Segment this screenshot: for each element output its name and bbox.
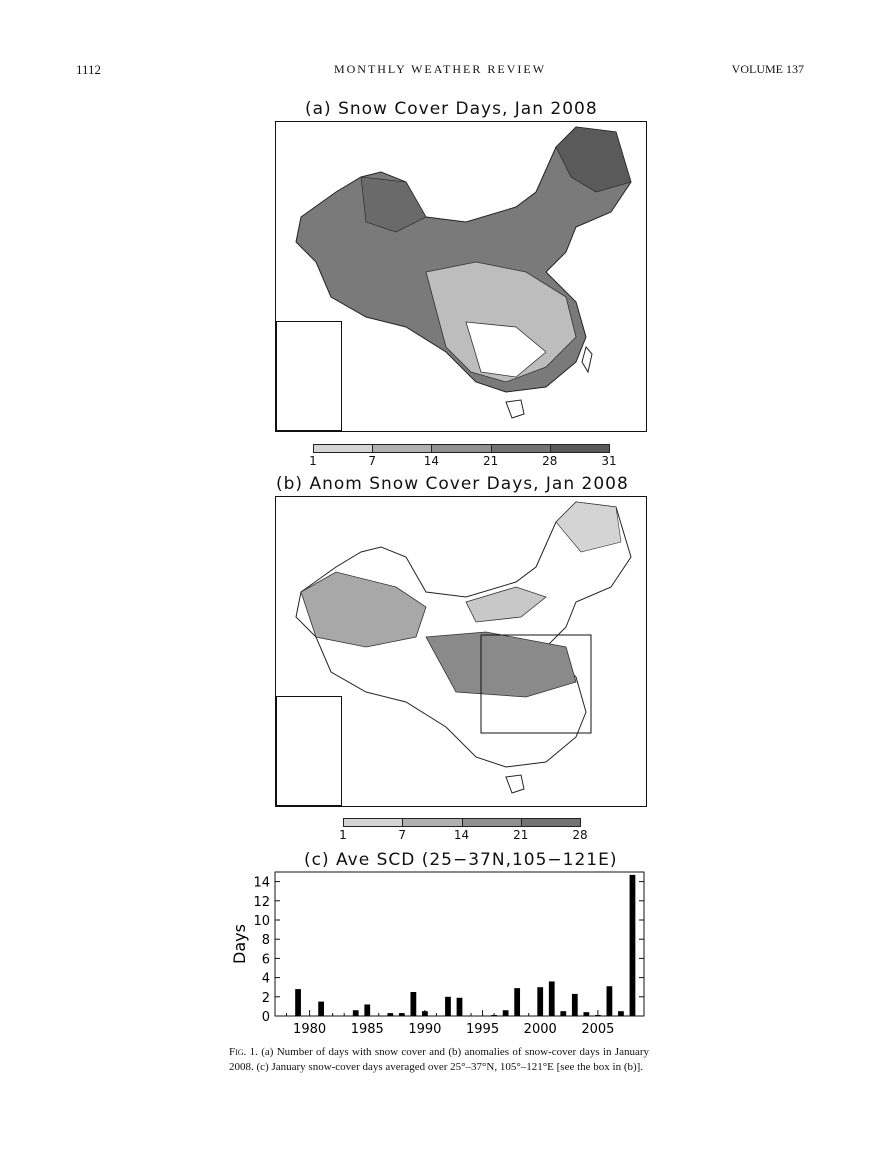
panel-b-colorbar-segment [461, 818, 522, 827]
panel-b-colorbar-tick-label: 21 [513, 828, 529, 842]
y-tick-label: 6 [262, 952, 270, 967]
page-number: 1112 [76, 62, 102, 77]
panel-b-colorbar-tick-label: 7 [398, 828, 407, 842]
bar-2006 [606, 986, 613, 1016]
china-map-a [295, 126, 632, 419]
y-axis-label: Days [230, 924, 249, 964]
panel-a-colorbar-tick-label: 1 [309, 454, 317, 468]
panel-b-colorbar-tick-label: 14 [453, 828, 470, 842]
south-china-sea-inset-b [276, 696, 342, 806]
panel-a-map [275, 121, 647, 432]
bar-1990 [422, 1011, 428, 1016]
panel-a-colorbar-segment [549, 444, 610, 453]
figure-caption: Fig. 1. (a) Number of days with snow cov… [229, 1045, 649, 1075]
panel-c-bar-chart: 0 2 4 6 8 10 12 14 1980 1985 1990 1995 2000 2005 Days [230, 871, 645, 1037]
bar-1988 [398, 1013, 405, 1016]
panel-b-colorbar-segment [402, 818, 463, 827]
panel-a-colorbar: 1 7 14 21 28 31 [309, 444, 617, 468]
bar-2000 [537, 987, 544, 1016]
bar-2008 [629, 874, 636, 1016]
panel-b-colorbar-tick-label: 1 [339, 828, 347, 842]
bar-2007 [618, 1011, 624, 1016]
panel-a-colorbar-tick-label: 31 [601, 454, 617, 468]
bar-1979 [295, 989, 301, 1016]
y-tick-label: 0 [262, 1010, 270, 1025]
bar-1987 [387, 1013, 394, 1016]
panel-a-colorbar-tick-label: 7 [368, 454, 377, 468]
plot-frame [274, 871, 645, 1017]
bar-1984 [352, 1010, 359, 1016]
x-tick-label: 1985 [351, 1022, 384, 1037]
x-tick-label: 2005 [581, 1022, 614, 1037]
bar-1997 [502, 1010, 509, 1016]
bar-1996 [491, 1015, 497, 1016]
bar-1985 [364, 1004, 371, 1016]
y-tick-label: 8 [262, 933, 270, 948]
y-tick-label: 12 [253, 895, 270, 910]
y-tick-label: 4 [262, 972, 270, 987]
x-tick-label: 1990 [408, 1022, 441, 1037]
page-header: 1112 MONTHLY WEATHER REVIEW VOLUME 137 [76, 62, 804, 82]
panel-b-colorbar-segment [520, 818, 581, 827]
bar-2003 [571, 993, 578, 1016]
bar-2001 [548, 981, 555, 1016]
china-map-b [295, 501, 632, 794]
panel-b-colorbar-segment [343, 818, 404, 827]
bar-1981 [318, 1001, 325, 1016]
x-tick-label: 1995 [466, 1022, 499, 1037]
caption-text: (a) Number of days with snow cover and (… [229, 1046, 650, 1073]
panel-b-title: (b) Anom Snow Cover Days, Jan 2008 [276, 474, 629, 494]
bar-1992 [445, 996, 451, 1016]
volume-label: VOLUME 137 [731, 62, 804, 76]
bar-1993 [456, 997, 463, 1016]
journal-title: MONTHLY WEATHER REVIEW [333, 62, 547, 76]
figure-label: Fig. 1. [229, 1046, 258, 1058]
bar-1998 [514, 988, 521, 1016]
panel-a-colorbar-segment [431, 444, 492, 453]
y-tick-label: 14 [253, 876, 270, 891]
bar-2005 [594, 1015, 601, 1016]
x-tick-label: 2000 [524, 1022, 557, 1037]
y-tick-label: 10 [253, 914, 270, 929]
panel-a-colorbar-segment [490, 444, 551, 453]
bar-1989 [410, 992, 417, 1016]
panel-a-title: (a) Snow Cover Days, Jan 2008 [305, 99, 598, 119]
panel-b-colorbar: 1 7 14 21 28 [339, 818, 588, 842]
panel-a-colorbar-tick-label: 28 [542, 454, 558, 468]
y-tick-label: 2 [262, 991, 270, 1006]
panel-a-colorbar-segment [313, 444, 374, 453]
x-tick-label: 1980 [293, 1022, 326, 1037]
panel-a-colorbar-tick-label: 14 [423, 454, 440, 468]
panel-b-map [275, 496, 647, 807]
panel-a-colorbar-tick-label: 21 [482, 454, 499, 468]
panel-c-title: (c) Ave SCD (25−37N,105−121E) [304, 850, 618, 870]
south-china-sea-inset-a [276, 321, 342, 431]
panel-b-colorbar-tick-label: 28 [572, 828, 588, 842]
bar-2002 [560, 1011, 567, 1016]
panel-a-colorbar-segment [372, 444, 433, 453]
bar-2004 [583, 1012, 590, 1016]
